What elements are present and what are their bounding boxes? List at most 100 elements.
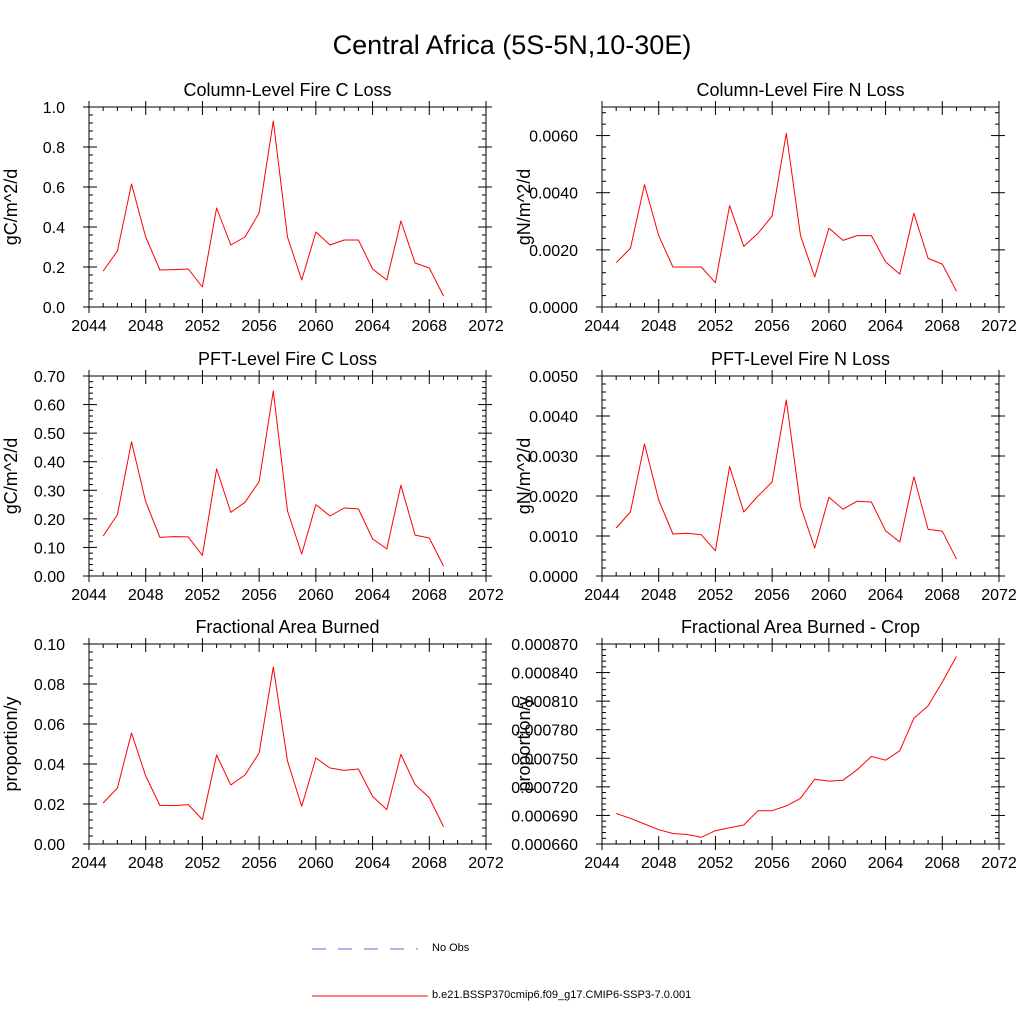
y-tick-label: 0.50 [34, 426, 65, 443]
x-tick-label: 2072 [981, 318, 1017, 335]
x-tick-label: 2072 [981, 587, 1017, 604]
panel-2: 2044 2048 2052 2056 2060 2064 2068 2072 0.0000 0.… [514, 80, 1017, 335]
plot-frame [88, 643, 487, 845]
x-tick-label: 2068 [411, 587, 447, 604]
panel-title: Fractional Area Burned [195, 617, 379, 637]
y-tick-label: 0.00 [34, 837, 65, 854]
y-tick-label: 0.0020 [529, 489, 578, 506]
y-tick-label: 0.10 [34, 540, 65, 557]
y-tick-label: 0.6 [43, 180, 65, 197]
y-tick-label: 0.0 [43, 300, 65, 317]
x-tick-label: 2068 [924, 855, 960, 872]
y-tick-label: 0.60 [34, 398, 65, 415]
y-tick-label: 0.08 [34, 677, 65, 694]
x-tick-label: 2052 [698, 318, 734, 335]
x-tick-label: 2064 [355, 855, 391, 872]
y-tick-label: 0.000720 [511, 780, 578, 797]
x-tick-label: 2056 [241, 318, 277, 335]
y-tick-label: 0.20 [34, 512, 65, 529]
x-tick-label: 2068 [411, 318, 447, 335]
main-title: Central Africa (5S-5N,10-30E) [332, 30, 692, 60]
series-line [615, 132, 957, 292]
y-tick-label: 0.000780 [511, 723, 578, 740]
plot-frame [601, 375, 1000, 577]
y-tick-label: 0.2 [43, 260, 65, 277]
x-tick-label: 2048 [128, 318, 164, 335]
y-tick-label: 0.0040 [529, 409, 578, 426]
y-tick-label: 0.0040 [529, 186, 578, 203]
y-tick-label: 1.0 [43, 100, 65, 117]
series-line [616, 656, 957, 838]
x-tick-label: 2044 [584, 587, 620, 604]
x-tick-label: 2072 [468, 855, 504, 872]
x-tick-label: 2048 [641, 855, 677, 872]
series-line [102, 120, 444, 297]
y-tick-label: 0.0000 [529, 300, 578, 317]
y-tick-label: 0.04 [34, 757, 65, 774]
x-tick-label: 2048 [641, 587, 677, 604]
panel-1: 2044 2048 2052 2056 2060 2064 2068 2072 0.0 0.2 0.… [1, 80, 504, 335]
y-tick-label: 0.8 [43, 140, 65, 157]
panel-3: 2044 2048 2052 2056 2060 2064 2068 2072 0.00 0.10… [1, 349, 504, 604]
x-tick-label: 2060 [298, 587, 334, 604]
x-tick-label: 2068 [411, 855, 447, 872]
x-tick-label: 2064 [355, 318, 391, 335]
y-axis-label: gN/m^2/d [514, 438, 534, 514]
x-tick-label: 2048 [128, 855, 164, 872]
x-tick-label: 2064 [868, 318, 904, 335]
panel-title: Column-Level Fire C Loss [183, 80, 391, 100]
x-tick-label: 2044 [71, 587, 107, 604]
y-tick-label: 0.000690 [511, 808, 578, 825]
y-tick-label: 0.000870 [511, 637, 578, 654]
y-tick-label: 0.10 [34, 637, 65, 654]
x-tick-label: 2052 [185, 587, 221, 604]
panel-title: Fractional Area Burned - Crop [681, 617, 920, 637]
y-tick-label: 0.000660 [511, 837, 578, 854]
x-tick-label: 2064 [868, 855, 904, 872]
x-tick-label: 2060 [298, 855, 334, 872]
x-tick-label: 2064 [355, 587, 391, 604]
panel-title: PFT-Level Fire N Loss [711, 349, 890, 369]
y-axis-label: proportion/y [1, 696, 21, 791]
y-tick-label: 0.000840 [511, 666, 578, 683]
panel-6: 2044 2048 2052 2056 2060 2064 2068 2072 0.000660… [511, 617, 1017, 872]
x-tick-label: 2044 [71, 318, 107, 335]
y-tick-label: 0.02 [34, 797, 65, 814]
y-tick-label: 0.0050 [529, 369, 578, 386]
x-tick-label: 2060 [811, 587, 847, 604]
plot-frame [601, 106, 1000, 308]
y-axis-label: gC/m^2/d [1, 169, 21, 245]
y-tick-label: 0.000750 [511, 751, 578, 768]
series-line [102, 390, 444, 567]
y-tick-label: 0.06 [34, 717, 65, 734]
x-tick-label: 2060 [811, 855, 847, 872]
y-tick-label: 0.000810 [511, 694, 578, 711]
x-tick-label: 2064 [868, 587, 904, 604]
x-tick-label: 2056 [754, 855, 790, 872]
x-tick-label: 2056 [754, 318, 790, 335]
x-tick-label: 2072 [468, 587, 504, 604]
x-tick-label: 2072 [468, 318, 504, 335]
plot-frame [88, 106, 487, 308]
panel-title: Column-Level Fire N Loss [696, 80, 904, 100]
x-tick-label: 2060 [298, 318, 334, 335]
series-line [615, 399, 957, 560]
x-tick-label: 2060 [811, 318, 847, 335]
x-tick-label: 2052 [185, 318, 221, 335]
x-tick-label: 2044 [584, 855, 620, 872]
plot-frame [88, 375, 487, 577]
panel-title: PFT-Level Fire C Loss [198, 349, 377, 369]
x-tick-label: 2056 [241, 855, 277, 872]
y-tick-label: 0.0020 [529, 243, 578, 260]
x-tick-label: 2056 [241, 587, 277, 604]
x-tick-label: 2052 [698, 855, 734, 872]
x-tick-label: 2048 [641, 318, 677, 335]
y-axis-label: proportion/y [514, 696, 534, 791]
y-tick-label: 0.0000 [529, 569, 578, 586]
x-tick-label: 2072 [981, 855, 1017, 872]
x-tick-label: 2052 [698, 587, 734, 604]
y-tick-label: 0.0010 [529, 529, 578, 546]
x-tick-label: 2048 [128, 587, 164, 604]
x-tick-label: 2044 [71, 855, 107, 872]
